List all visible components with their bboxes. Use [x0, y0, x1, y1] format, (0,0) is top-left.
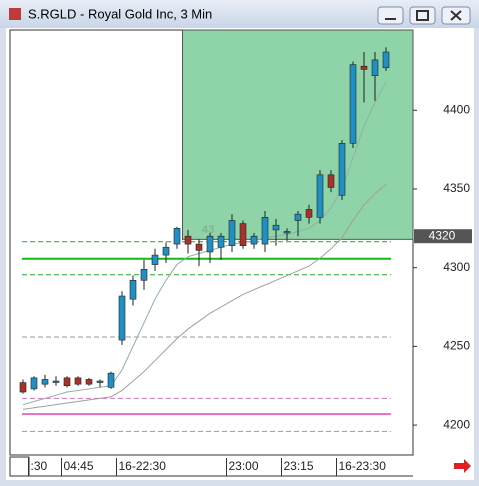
- maximize-button[interactable]: [409, 6, 436, 25]
- candle-body: [63, 377, 71, 387]
- y-tick-label: 4350: [443, 181, 470, 195]
- candle-body: [239, 223, 247, 246]
- candle-body: [151, 254, 159, 265]
- candle-body: [283, 231, 291, 234]
- candle-body: [327, 174, 335, 188]
- candle-body: [129, 279, 137, 300]
- x-tick-label: 16-23:30: [339, 459, 387, 473]
- x-tick-label: 16-22:30: [119, 459, 167, 473]
- candle-body: [41, 379, 49, 385]
- candle-body: [228, 220, 236, 246]
- ma-line: [22, 183, 387, 410]
- candle-body: [85, 379, 93, 385]
- candle-body: [316, 174, 324, 218]
- icon: [416, 10, 429, 21]
- candle-body: [96, 380, 104, 383]
- candle-body: [360, 65, 368, 70]
- candle-body: [294, 213, 302, 221]
- candle-body: [305, 209, 313, 218]
- corner-box[interactable]: [9, 456, 30, 477]
- candle-body: [184, 235, 192, 245]
- candle-body: [195, 243, 203, 251]
- window-buttons[interactable]: [377, 6, 471, 25]
- scroll-arrow[interactable]: [454, 459, 471, 473]
- last-price-label: 4320: [429, 228, 456, 242]
- candle-body: [250, 235, 258, 245]
- y-tick-label: 4400: [443, 102, 470, 116]
- candle-body: [19, 382, 27, 393]
- app-icon: [9, 8, 21, 20]
- candle-body: [349, 64, 357, 144]
- icon: [450, 10, 462, 21]
- candle-body: [217, 235, 225, 248]
- minimize-button[interactable]: [377, 6, 404, 25]
- x-tick-label: 23:15: [284, 459, 314, 473]
- candle-body: [382, 51, 390, 69]
- highlight-zone: [182, 29, 414, 240]
- annotation: 43: [202, 224, 214, 236]
- candle-body: [261, 217, 269, 245]
- candle-body: [30, 377, 38, 390]
- y-tick-label: 4300: [443, 260, 470, 274]
- x-tick-label: :30: [31, 459, 48, 473]
- x-tick-label: 04:45: [64, 459, 94, 473]
- candle-body: [272, 224, 280, 231]
- ma-line: [22, 81, 387, 406]
- candle-body: [371, 59, 379, 76]
- candle-body: [173, 228, 181, 245]
- y-tick-label: 4200: [443, 417, 470, 431]
- candle-body: [162, 246, 170, 256]
- window-title: S.RGLD - Royal Gold Inc, 3 Min: [28, 6, 212, 21]
- plot: 43: [19, 29, 414, 432]
- candle-body: [338, 143, 346, 196]
- candle-body: [107, 372, 115, 388]
- x-tick-label: 23:00: [229, 459, 259, 473]
- candle-body: [140, 268, 148, 281]
- y-tick-label: 4250: [443, 339, 470, 353]
- candle-body: [74, 377, 82, 385]
- candle-body: [206, 235, 214, 253]
- last-price-box: [414, 229, 472, 244]
- candle-body: [118, 295, 126, 341]
- candle-body: [52, 380, 60, 383]
